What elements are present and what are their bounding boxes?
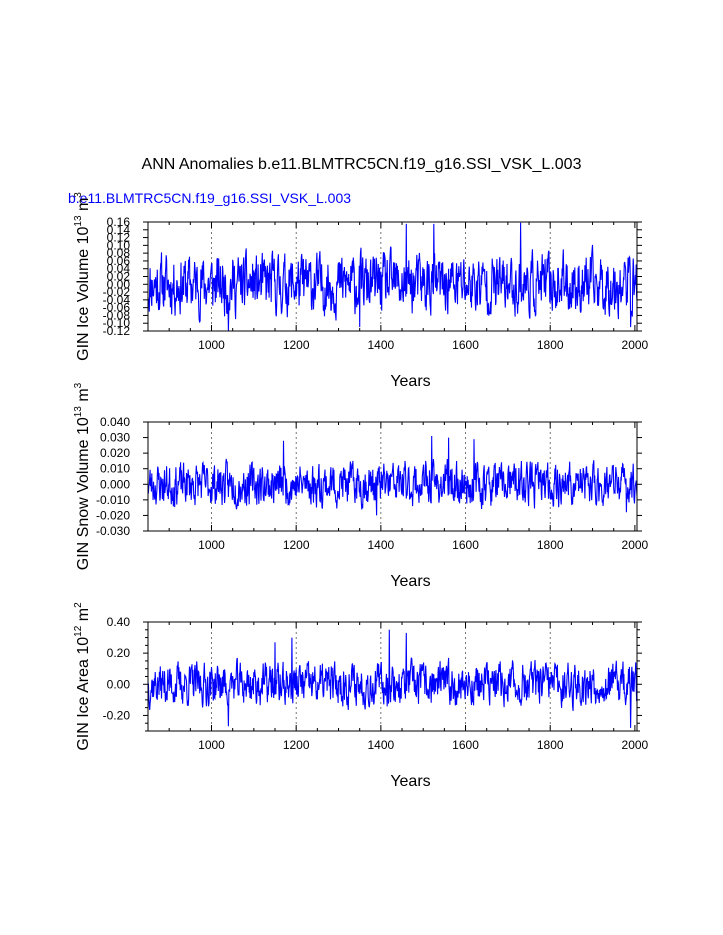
y-tick-label: 0.06 [107,254,131,268]
plot-frame [147,621,638,732]
y-tick-label: -0.04 [103,293,131,307]
y-axis-label-part: 12 [73,625,84,637]
y-tick-label: 0.040 [100,415,130,429]
y-tick-label: -0.20 [103,708,131,722]
y-tick-label: 0.40 [107,615,131,629]
x-tick-label: 1000 [198,338,225,352]
y-axis-label-part: m [75,388,92,406]
series-line [147,222,638,331]
y-tick-label: 0.00 [107,277,131,291]
y-axis-label: GIN Ice Area 1012 m2 [73,602,92,751]
y-tick-label: 0.020 [100,446,130,460]
y-axis-label-part: 13 [73,406,84,418]
y-tick-label: 0.00 [107,677,131,691]
y-tick-label: 0.02 [107,270,131,284]
y-tick-label: -0.06 [103,301,131,315]
y-tick-label: 0.010 [100,462,130,476]
y-tick-label: -0.030 [96,524,130,538]
y-tick-label: 0.16 [107,215,131,229]
x-tick-label: 1000 [198,738,225,752]
y-axis-label-part: 13 [73,215,84,227]
y-tick-label: -0.12 [103,324,131,338]
x-tick-label: 1400 [368,338,395,352]
y-tick-label: -0.10 [103,316,131,330]
y-axis-label: GIN Snow Volume 1013 m3 [73,382,92,570]
x-tick-label: 1200 [283,738,310,752]
x-tick-label: 1200 [283,538,310,552]
y-tick-label: -0.08 [103,308,131,322]
x-axis-label: Years [390,773,430,790]
x-tick-label: 1600 [452,738,479,752]
y-tick-label: 0.04 [107,262,131,276]
y-axis-label-part: GIN Snow Volume 10 [75,417,92,570]
series-line [147,435,638,516]
x-tick-label: 2000 [622,538,649,552]
y-tick-label: 0.20 [107,646,131,660]
y-tick-label: 0.000 [100,477,130,491]
x-axis-label: Years [390,373,430,390]
x-tick-label: 1800 [537,338,564,352]
y-tick-label: 0.08 [107,246,131,260]
x-tick-label: 1000 [198,538,225,552]
y-tick-label: -0.010 [96,493,130,507]
x-tick-label: 1600 [452,538,479,552]
x-tick-label: 1600 [452,338,479,352]
y-axis-label-part: GIN Ice Area 10 [75,637,92,751]
y-tick-label: -0.020 [96,508,130,522]
x-tick-label: 1200 [283,338,310,352]
y-tick-label: 0.14 [107,223,131,237]
figure-subtitle: b.e11.BLMTRC5CN.f19_g16.SSI_VSK_L.003 [68,190,352,206]
x-tick-label: 1400 [368,538,395,552]
x-tick-label: 2000 [622,338,649,352]
plot-frame [147,421,638,532]
y-tick-label: 0.10 [107,238,131,252]
figure-title: ANN Anomalies b.e11.BLMTRC5CN.f19_g16.SS… [141,156,582,173]
y-axis-label: GIN Ice Volume 1013 m3 [73,192,92,361]
y-tick-label: -0.02 [103,285,131,299]
y-axis-label-part: 3 [73,382,84,388]
y-axis-label-part: m [75,608,92,626]
y-axis-label-part: 2 [73,602,84,608]
y-axis-label-part: GIN Ice Volume 10 [75,226,92,360]
x-tick-label: 1800 [537,538,564,552]
x-tick-label: 1400 [368,738,395,752]
x-axis-label: Years [390,573,430,590]
x-tick-label: 2000 [622,738,649,752]
y-tick-label: 0.030 [100,431,130,445]
y-tick-label: 0.12 [107,231,131,245]
x-tick-label: 1800 [537,738,564,752]
y-axis-label-part: m [75,198,92,216]
y-axis-label-part: 3 [73,192,84,198]
series-line [147,629,638,728]
